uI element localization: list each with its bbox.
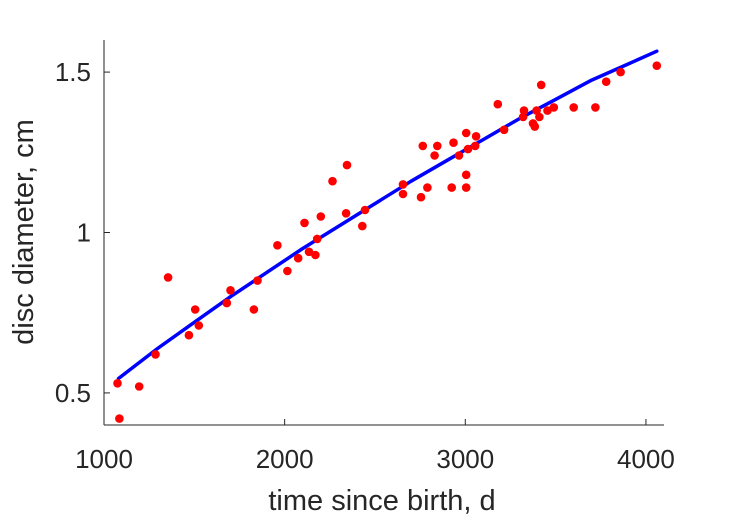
data-point: [447, 183, 457, 192]
data-point: [461, 183, 471, 192]
data-point: [304, 247, 314, 257]
x-tick-label: 1000: [75, 444, 133, 474]
data-point: [470, 141, 480, 151]
data-point: [273, 241, 282, 250]
data-point: [536, 80, 546, 90]
data-point: [300, 218, 309, 228]
data-point: [358, 221, 367, 231]
data-point: [194, 321, 204, 330]
data-point: [328, 176, 337, 186]
data-point: [463, 144, 473, 154]
data-point: [226, 286, 235, 295]
data-point: [418, 141, 428, 151]
data-point: [499, 125, 509, 135]
plot-area: 0.5 1 1.5 1000 2000 3000 4000: [55, 40, 675, 474]
data-point: [113, 379, 122, 388]
data-point: [134, 382, 144, 391]
data-point: [535, 112, 544, 122]
data-point: [222, 298, 232, 308]
data-point: [549, 103, 559, 112]
data-point: [616, 67, 625, 77]
data-point: [398, 189, 408, 199]
data-point: [151, 350, 160, 359]
data-point: [312, 234, 322, 244]
data-point: [342, 160, 352, 170]
y-tick-label: 1.5: [55, 57, 91, 87]
data-point: [493, 99, 503, 109]
x-tick-label: 3000: [436, 444, 494, 474]
data-point: [249, 305, 259, 314]
data-point: [190, 305, 200, 314]
data-point: [184, 330, 194, 340]
y-axis-ticks: 0.5 1 1.5: [55, 57, 110, 408]
data-point: [293, 253, 303, 263]
data-point: [519, 106, 529, 115]
data-point: [398, 180, 408, 189]
data-point: [423, 183, 432, 192]
data-point: [283, 266, 292, 276]
data-point: [569, 103, 578, 112]
series-layer: [113, 49, 662, 423]
data-point: [115, 414, 124, 423]
fit-line: [116, 49, 659, 381]
data-point: [311, 250, 320, 260]
data-point: [360, 205, 370, 215]
data-point: [461, 128, 471, 138]
data-point: [461, 170, 471, 180]
data-point: [341, 209, 351, 218]
data-point: [471, 132, 481, 141]
data-point: [316, 212, 326, 221]
data-point: [163, 273, 173, 282]
x-tick-label: 2000: [256, 444, 314, 474]
x-axis-ticks: 1000 2000 3000 4000: [75, 419, 675, 474]
data-point: [530, 122, 540, 131]
data-point: [449, 138, 458, 147]
data-point: [601, 77, 611, 86]
data-point: [253, 276, 262, 285]
data-point: [416, 192, 426, 202]
y-tick-label: 0.5: [55, 378, 91, 408]
x-axis-label: time since birth, d: [268, 485, 495, 517]
data-point: [430, 151, 439, 160]
data-point: [518, 112, 528, 122]
y-tick-label: 1: [77, 218, 91, 248]
data-point: [591, 103, 600, 112]
y-axis-label: disc diameter, cm: [8, 119, 40, 345]
data-point: [433, 141, 442, 151]
x-tick-label: 4000: [617, 444, 675, 474]
data-point: [652, 61, 662, 70]
data-point: [454, 151, 464, 160]
